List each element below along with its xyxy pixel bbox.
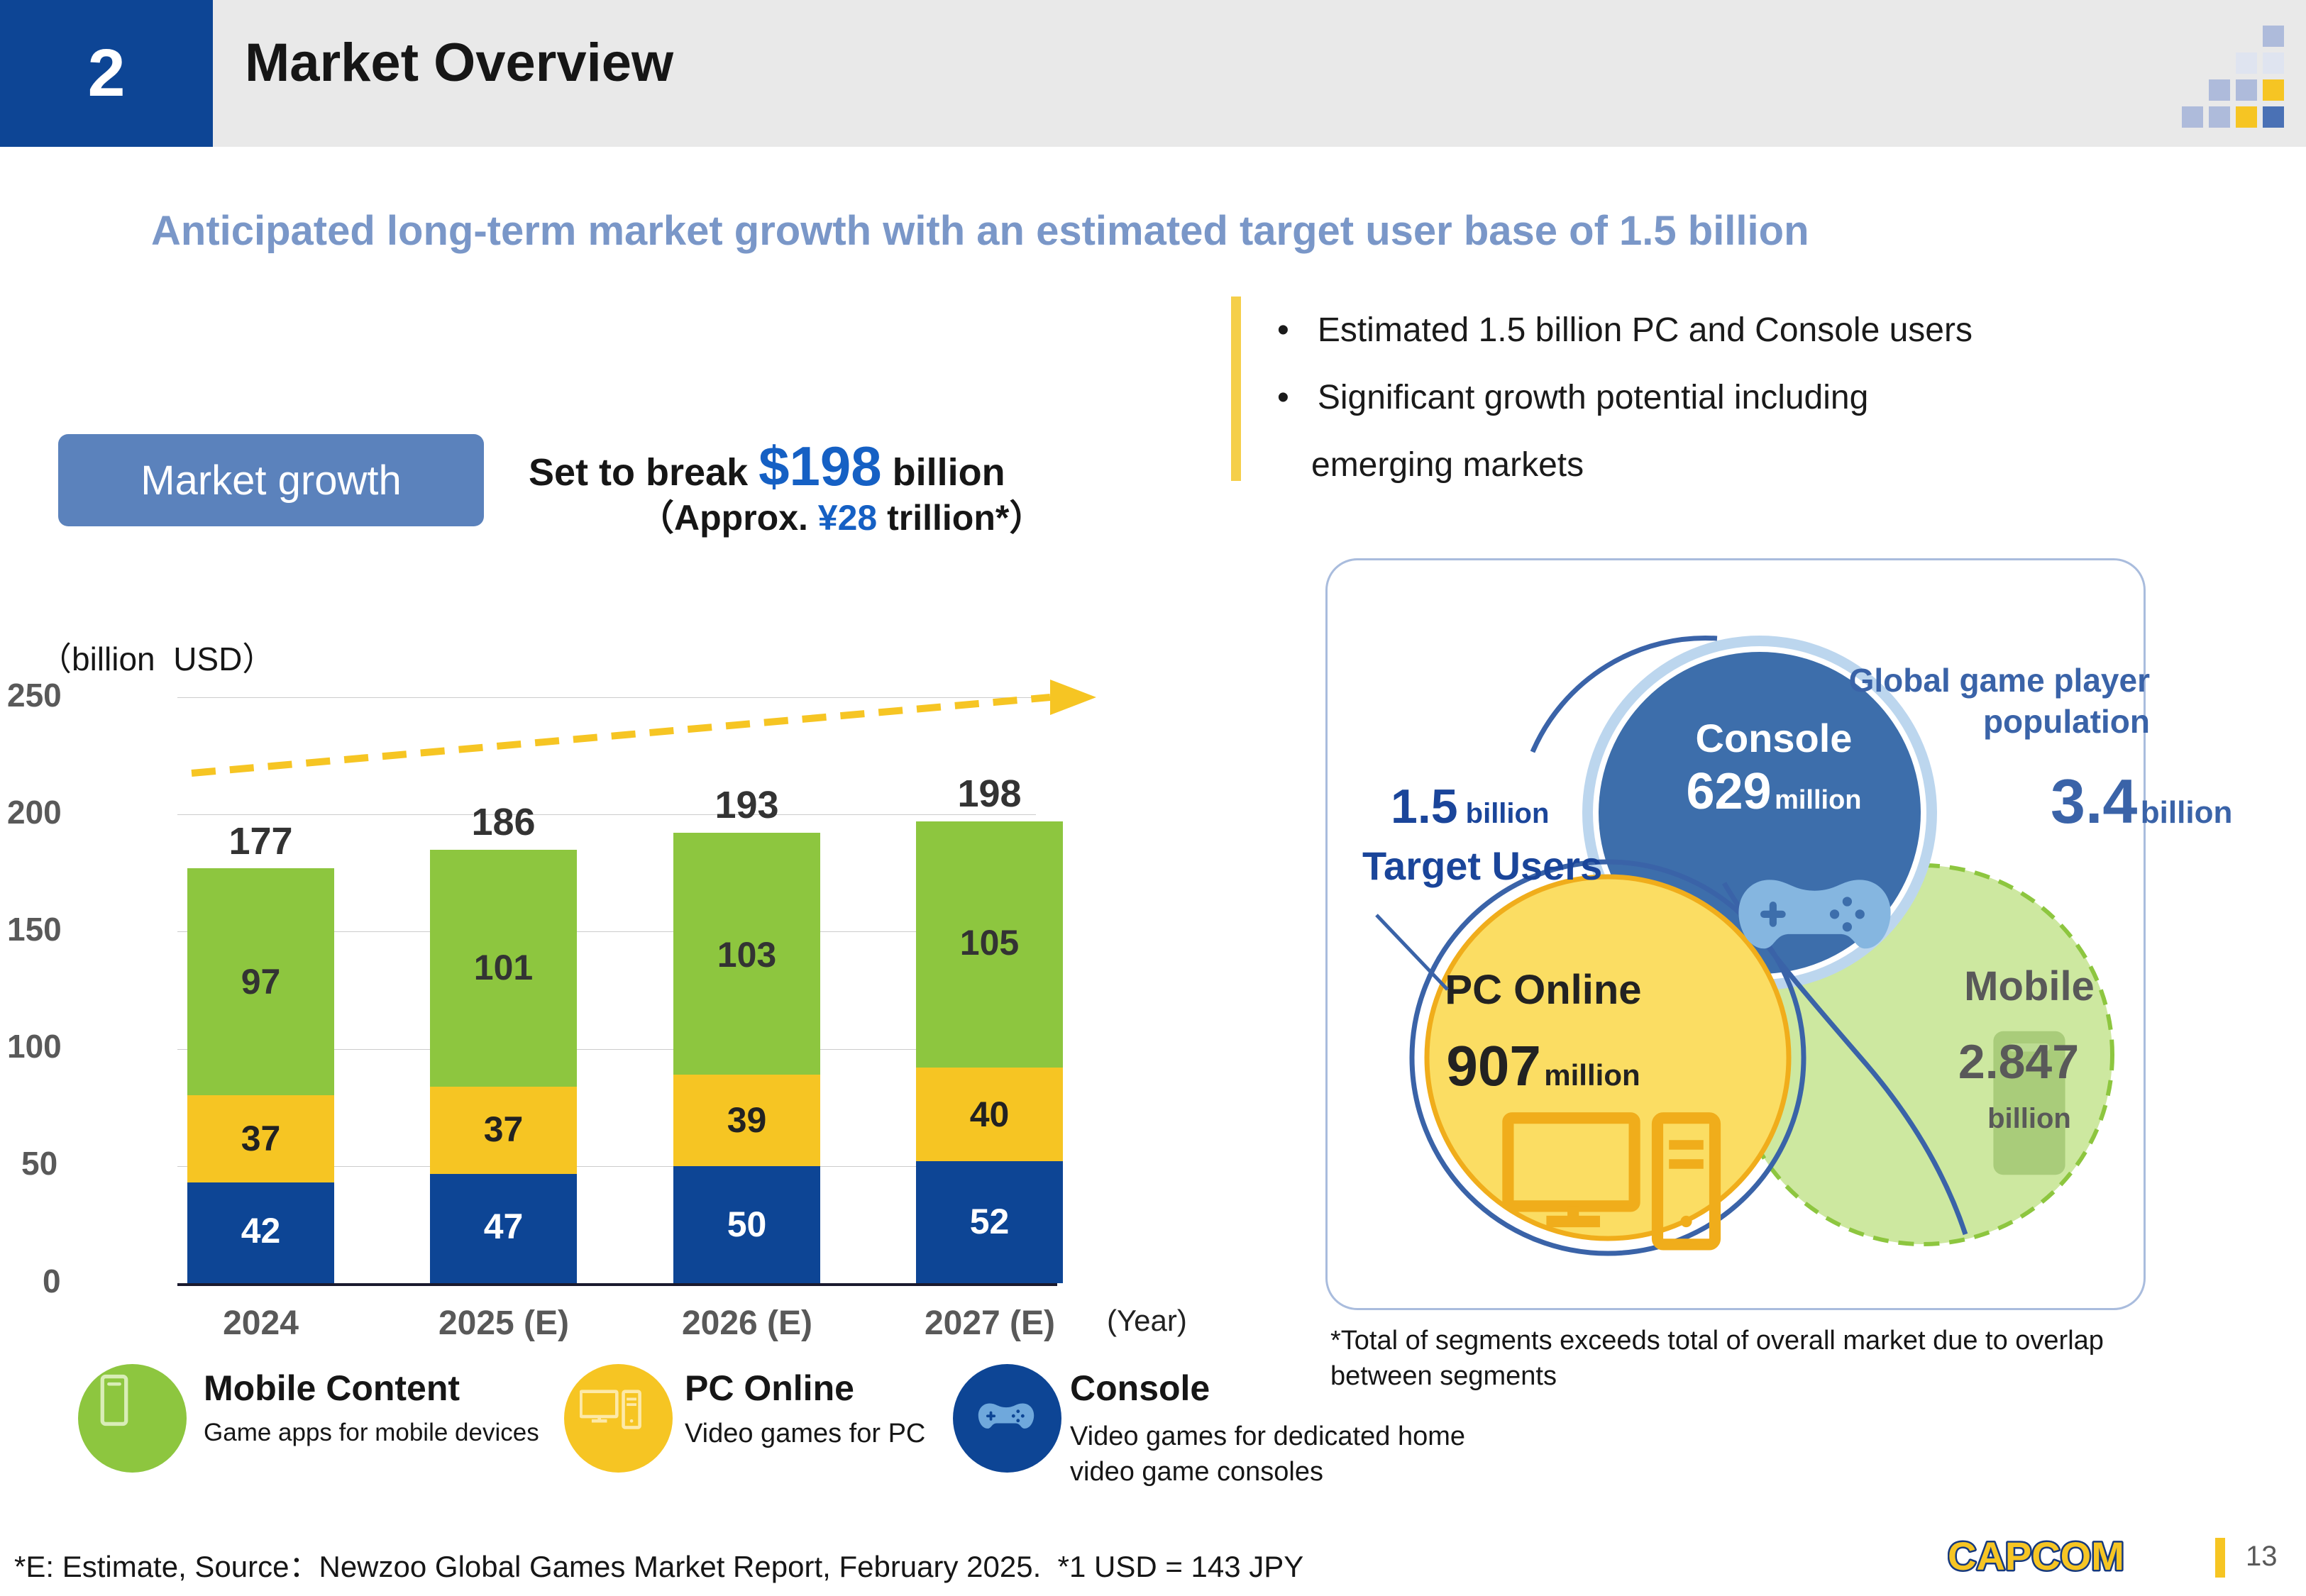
svg-text:1.5 billion: 1.5 billion (1391, 780, 1549, 833)
svg-text:2.847: 2.847 (1958, 1035, 2079, 1089)
svg-text:PC Online: PC Online (1445, 967, 1641, 1013)
svg-text:population: population (1983, 703, 2150, 740)
svg-text:billion: billion (1987, 1103, 2071, 1134)
svg-text:Global game player: Global game player (1849, 662, 2150, 699)
svg-text:3.4 billion: 3.4 billion (2051, 766, 2232, 836)
svg-text:Target Users: Target Users (1362, 843, 1602, 888)
svg-text:Mobile: Mobile (1964, 963, 2095, 1009)
svg-text:Console: Console (1696, 716, 1853, 760)
svg-text:CAPCOM: CAPCOM (1948, 1534, 2124, 1578)
